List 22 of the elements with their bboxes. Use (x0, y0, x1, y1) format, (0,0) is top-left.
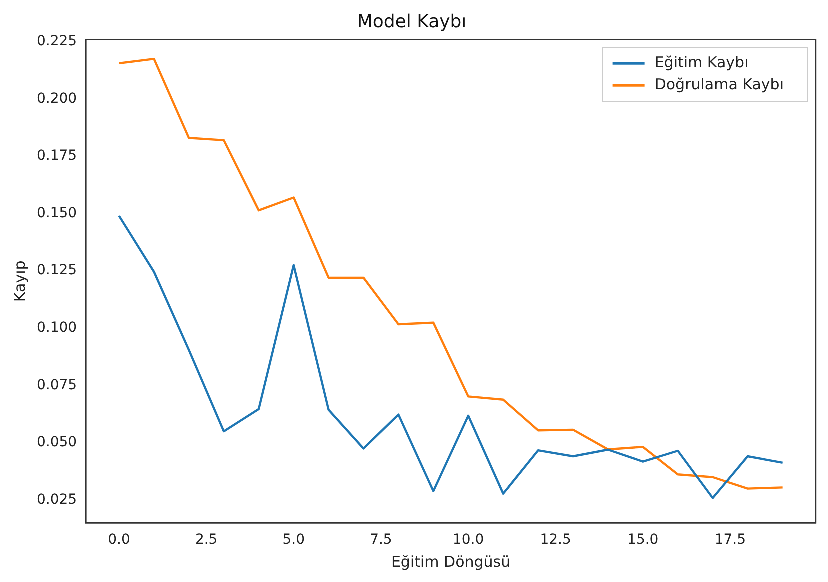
y-tick-label: 0.025 (36, 492, 78, 508)
y-tick-label: 0.125 (36, 262, 78, 279)
x-tick-label: 15.0 (628, 532, 659, 548)
legend-label: Eğitim Kaybı (654, 53, 749, 72)
x-tick-label: 10.0 (452, 532, 484, 548)
y-tick-label: 0.100 (36, 320, 78, 336)
chart-title: Model Kaybı (357, 11, 467, 32)
x-tick-label: 17.5 (714, 532, 746, 548)
x-tick-label: 0.0 (108, 532, 130, 548)
x-tick-label: 2.5 (195, 532, 218, 548)
y-tick-label: 0.200 (36, 90, 78, 107)
y-tick-label: 0.075 (36, 377, 78, 394)
x-tick-label: 7.5 (370, 532, 392, 548)
y-tick-label: 0.225 (36, 34, 78, 50)
x-axis-title: Eğitim Döngüsü (391, 552, 511, 571)
y-tick-label: 0.175 (36, 148, 78, 164)
x-tick-label: 5.0 (282, 532, 306, 548)
y-axis-title: Kayıp (10, 260, 29, 302)
y-tick-label: 0.050 (36, 434, 78, 451)
x-tick-label: 12.5 (540, 532, 572, 548)
y-tick-label: 0.150 (36, 205, 78, 222)
legend-label: Doğrulama Kaybı (654, 75, 784, 94)
